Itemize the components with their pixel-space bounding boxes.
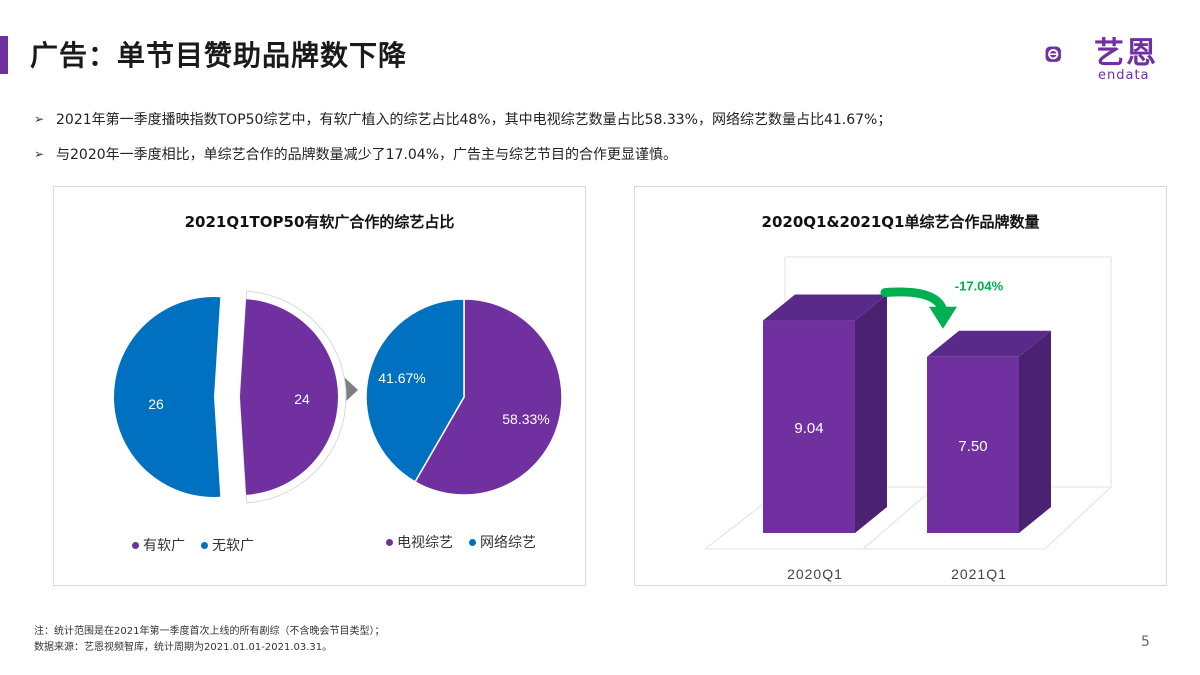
bar-2021Q1: [927, 356, 1019, 533]
bar-category-label: 2020Q1: [787, 566, 843, 582]
bullet-list: ➢ 2021年第一季度播映指数TOP50综艺中，有软广植入的综艺占比48%，其中…: [34, 108, 891, 178]
legend-label: 电视综艺: [397, 535, 453, 551]
bar-side: [1019, 330, 1051, 533]
pie1-data-label: 24: [294, 391, 310, 407]
decrease-annotation: -17.04%: [955, 279, 1004, 294]
pie1-slice-you-ruan-guang: [240, 299, 338, 495]
legend-label: 有软广: [143, 538, 185, 554]
pie1-legend: 有软广 无软广: [132, 535, 254, 555]
pie2-legend: 电视综艺 网络综艺: [386, 532, 536, 552]
legend-item-web-variety: 网络综艺: [469, 532, 536, 552]
page-number: 5: [1141, 634, 1150, 650]
footnote-line: 注：统计范围是在2021年第一季度首次上线的所有剧综（不含晚会节目类型）；: [34, 626, 385, 637]
footnote: 注：统计范围是在2021年第一季度首次上线的所有剧综（不含晚会节目类型）； 数据…: [34, 624, 384, 656]
legend-label: 网络综艺: [480, 535, 536, 551]
bullet-text: 与2020年一季度相比，单综艺合作的品牌数量减少了17.04%，广告主与综艺节目…: [56, 147, 678, 163]
bar-top: [763, 294, 887, 321]
pie1-slice-wu-ruan-guang: [114, 297, 221, 497]
bar-chart-panel: 2020Q1&2021Q1单综艺合作品牌数量 9.04 2020Q1 7.50 202…: [634, 186, 1167, 586]
legend-dot-icon: [201, 541, 208, 549]
logo-name: 艺恩: [1094, 36, 1158, 71]
bullet-text: 2021年第一季度播映指数TOP50综艺中，有软广植入的综艺占比48%，其中电视…: [56, 112, 892, 128]
bar-data-label: 9.04: [794, 420, 823, 437]
bullet-arrow-icon: ➢: [34, 112, 45, 126]
legend-label: 无软广: [212, 538, 254, 554]
legend-dot-icon: [132, 541, 139, 549]
pie2-data-label: 41.67%: [378, 370, 425, 386]
page-title: 广告：单节目赞助品牌数下降: [30, 39, 408, 72]
legend-dot-icon: [386, 538, 393, 546]
bullet-item: ➢ 2021年第一季度播映指数TOP50综艺中，有软广植入的综艺占比48%，其中…: [34, 108, 891, 130]
pie2-slice-tv-variety: [413, 298, 563, 496]
title-accent-bar: [0, 36, 8, 74]
decrease-arrowhead-icon: [929, 306, 957, 329]
pie2-slice-web-variety: [365, 298, 465, 483]
pie1-data-label: 26: [148, 396, 164, 412]
endata-logo-icon: [1045, 46, 1061, 62]
bullet-item: ➢ 与2020年一季度相比，单综艺合作的品牌数量减少了17.04%，广告主与综艺…: [34, 143, 891, 165]
legend-item-you-ruan-guang: 有软广: [132, 535, 185, 555]
bar-chart-title: 2020Q1&2021Q1单综艺合作品牌数量: [761, 213, 1040, 231]
logo-subtitle: endata: [1098, 68, 1150, 83]
footnote-line: 数据来源：艺恩视频智库，统计周期为2021.01.01-2021.03.31。: [34, 642, 333, 653]
pie-charts: 24 26 58.33% 41.67%: [114, 290, 563, 504]
legend-dot-icon: [469, 538, 476, 546]
pie-chart-panel: 2021Q1TOP50有软广合作的综艺占比 24 26 58.33% 41.67% 有…: [53, 186, 586, 586]
bar-top: [927, 330, 1051, 357]
pie2-data-label: 58.33%: [502, 411, 549, 427]
bar-category-label: 2021Q1: [951, 566, 1007, 582]
legend-item-tv-variety: 电视综艺: [386, 532, 453, 552]
bullet-arrow-icon: ➢: [34, 147, 45, 161]
bar-side: [855, 294, 887, 533]
bar-2020Q1: [763, 320, 855, 533]
bar-data-label: 7.50: [958, 438, 987, 455]
legend-item-wu-ruan-guang: 无软广: [201, 535, 254, 555]
pie-chart-title: 2021Q1TOP50有软广合作的综艺占比: [184, 213, 455, 231]
bar-chart: 9.04 2020Q1 7.50 2021Q1 -17.04%: [704, 256, 1113, 582]
